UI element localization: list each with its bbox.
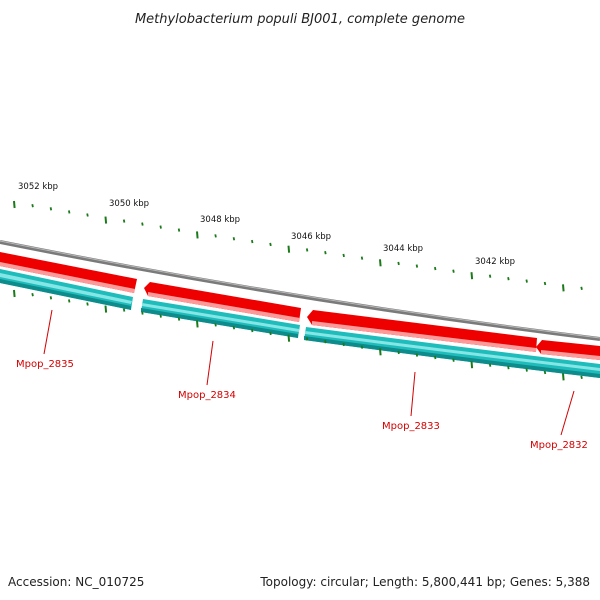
inner-tick <box>13 289 16 298</box>
inner-tick <box>543 370 547 375</box>
inner-tick <box>397 350 400 355</box>
outer-tick <box>31 203 34 208</box>
kbp-label: 3050 kbp <box>109 199 149 209</box>
outer-tick <box>104 216 108 224</box>
outer-tick <box>342 253 345 258</box>
outer-tick <box>86 213 89 217</box>
inner-tick <box>305 337 309 341</box>
inner-tick <box>196 320 199 328</box>
kbp-label: 3046 kbp <box>291 232 331 242</box>
inner-tick <box>122 308 126 312</box>
accession-text: Accession: NC_010725 <box>8 575 144 589</box>
inner-tick <box>251 328 254 333</box>
inner-tick <box>159 314 162 318</box>
outer-tick <box>543 281 547 286</box>
outer-tick <box>580 286 583 290</box>
outer-tick <box>122 219 126 223</box>
kbp-label: 3042 kbp <box>475 257 515 267</box>
outer-tick <box>232 237 236 241</box>
reverse-strand-track <box>0 269 600 378</box>
inner-tick <box>49 296 53 300</box>
inner-tick <box>488 363 492 367</box>
kbp-label: 3048 kbp <box>200 215 240 225</box>
outer-tick <box>525 279 528 283</box>
genome-title: Methylobacterium populi BJ001, complete … <box>135 12 465 27</box>
scale-labels: 3052 kbp 3050 kbp 3048 kbp 3046 kbp 3044… <box>18 182 515 267</box>
inner-tick <box>415 353 419 357</box>
inner-tick <box>470 361 474 369</box>
kbp-label: 3052 kbp <box>18 182 58 192</box>
outer-tick <box>214 234 217 238</box>
inner-tick <box>434 355 437 360</box>
inner-tick <box>525 368 528 372</box>
outer-tick <box>324 251 327 255</box>
inner-tick <box>379 348 382 356</box>
gene-label-leaders <box>43 309 575 436</box>
outer-tick <box>379 259 382 267</box>
gene-labels: Mpop_2835 Mpop_2834 Mpop_2833 Mpop_2832 <box>16 359 588 451</box>
outer-tick <box>434 266 437 271</box>
inner-tick <box>287 334 291 342</box>
outer-tick <box>196 231 199 239</box>
inner-tick <box>214 323 217 327</box>
outer-tick <box>177 228 181 232</box>
outer-tick <box>562 284 565 292</box>
inner-scale-ticks <box>13 289 583 381</box>
outer-tick <box>287 245 291 253</box>
outer-tick <box>251 239 254 244</box>
outer-tick <box>305 248 309 252</box>
inner-tick <box>141 311 144 315</box>
outer-tick <box>49 207 53 211</box>
inner-tick <box>104 305 108 313</box>
outer-tick <box>488 274 492 278</box>
inner-tick <box>360 345 364 349</box>
outer-tick <box>507 276 510 281</box>
inner-tick <box>177 317 181 321</box>
forward-strand-track <box>0 252 600 360</box>
gene-label-mpop-2833[interactable]: Mpop_2833 <box>382 421 440 432</box>
inner-tick <box>31 292 34 297</box>
outer-tick <box>13 200 16 209</box>
outer-tick <box>452 269 455 273</box>
genome-summary-text: Topology: circular; Length: 5,800,441 bp… <box>259 575 590 589</box>
inner-tick <box>342 342 345 347</box>
gene-label-mpop-2834[interactable]: Mpop_2834 <box>178 390 236 401</box>
inner-tick <box>507 365 510 370</box>
outer-tick <box>159 225 162 229</box>
gene-label-mpop-2835[interactable]: Mpop_2835 <box>16 359 74 370</box>
inner-tick <box>452 358 455 362</box>
inner-tick <box>86 302 89 306</box>
inner-tick <box>580 375 583 379</box>
kbp-label: 3044 kbp <box>383 244 423 254</box>
inner-tick <box>562 373 565 381</box>
gene-label-mpop-2832[interactable]: Mpop_2832 <box>530 440 588 451</box>
inner-tick <box>269 331 272 336</box>
outer-tick <box>397 261 400 266</box>
inner-tick <box>324 340 327 344</box>
outer-scale-ticks <box>13 200 583 292</box>
outer-tick <box>415 264 419 268</box>
outer-tick <box>470 272 474 280</box>
outer-tick <box>141 222 144 226</box>
genome-backbone <box>0 240 600 341</box>
outer-tick <box>360 256 364 260</box>
outer-tick <box>68 210 71 214</box>
inner-tick <box>68 299 71 303</box>
outer-tick <box>269 242 272 247</box>
inner-tick <box>232 326 236 330</box>
